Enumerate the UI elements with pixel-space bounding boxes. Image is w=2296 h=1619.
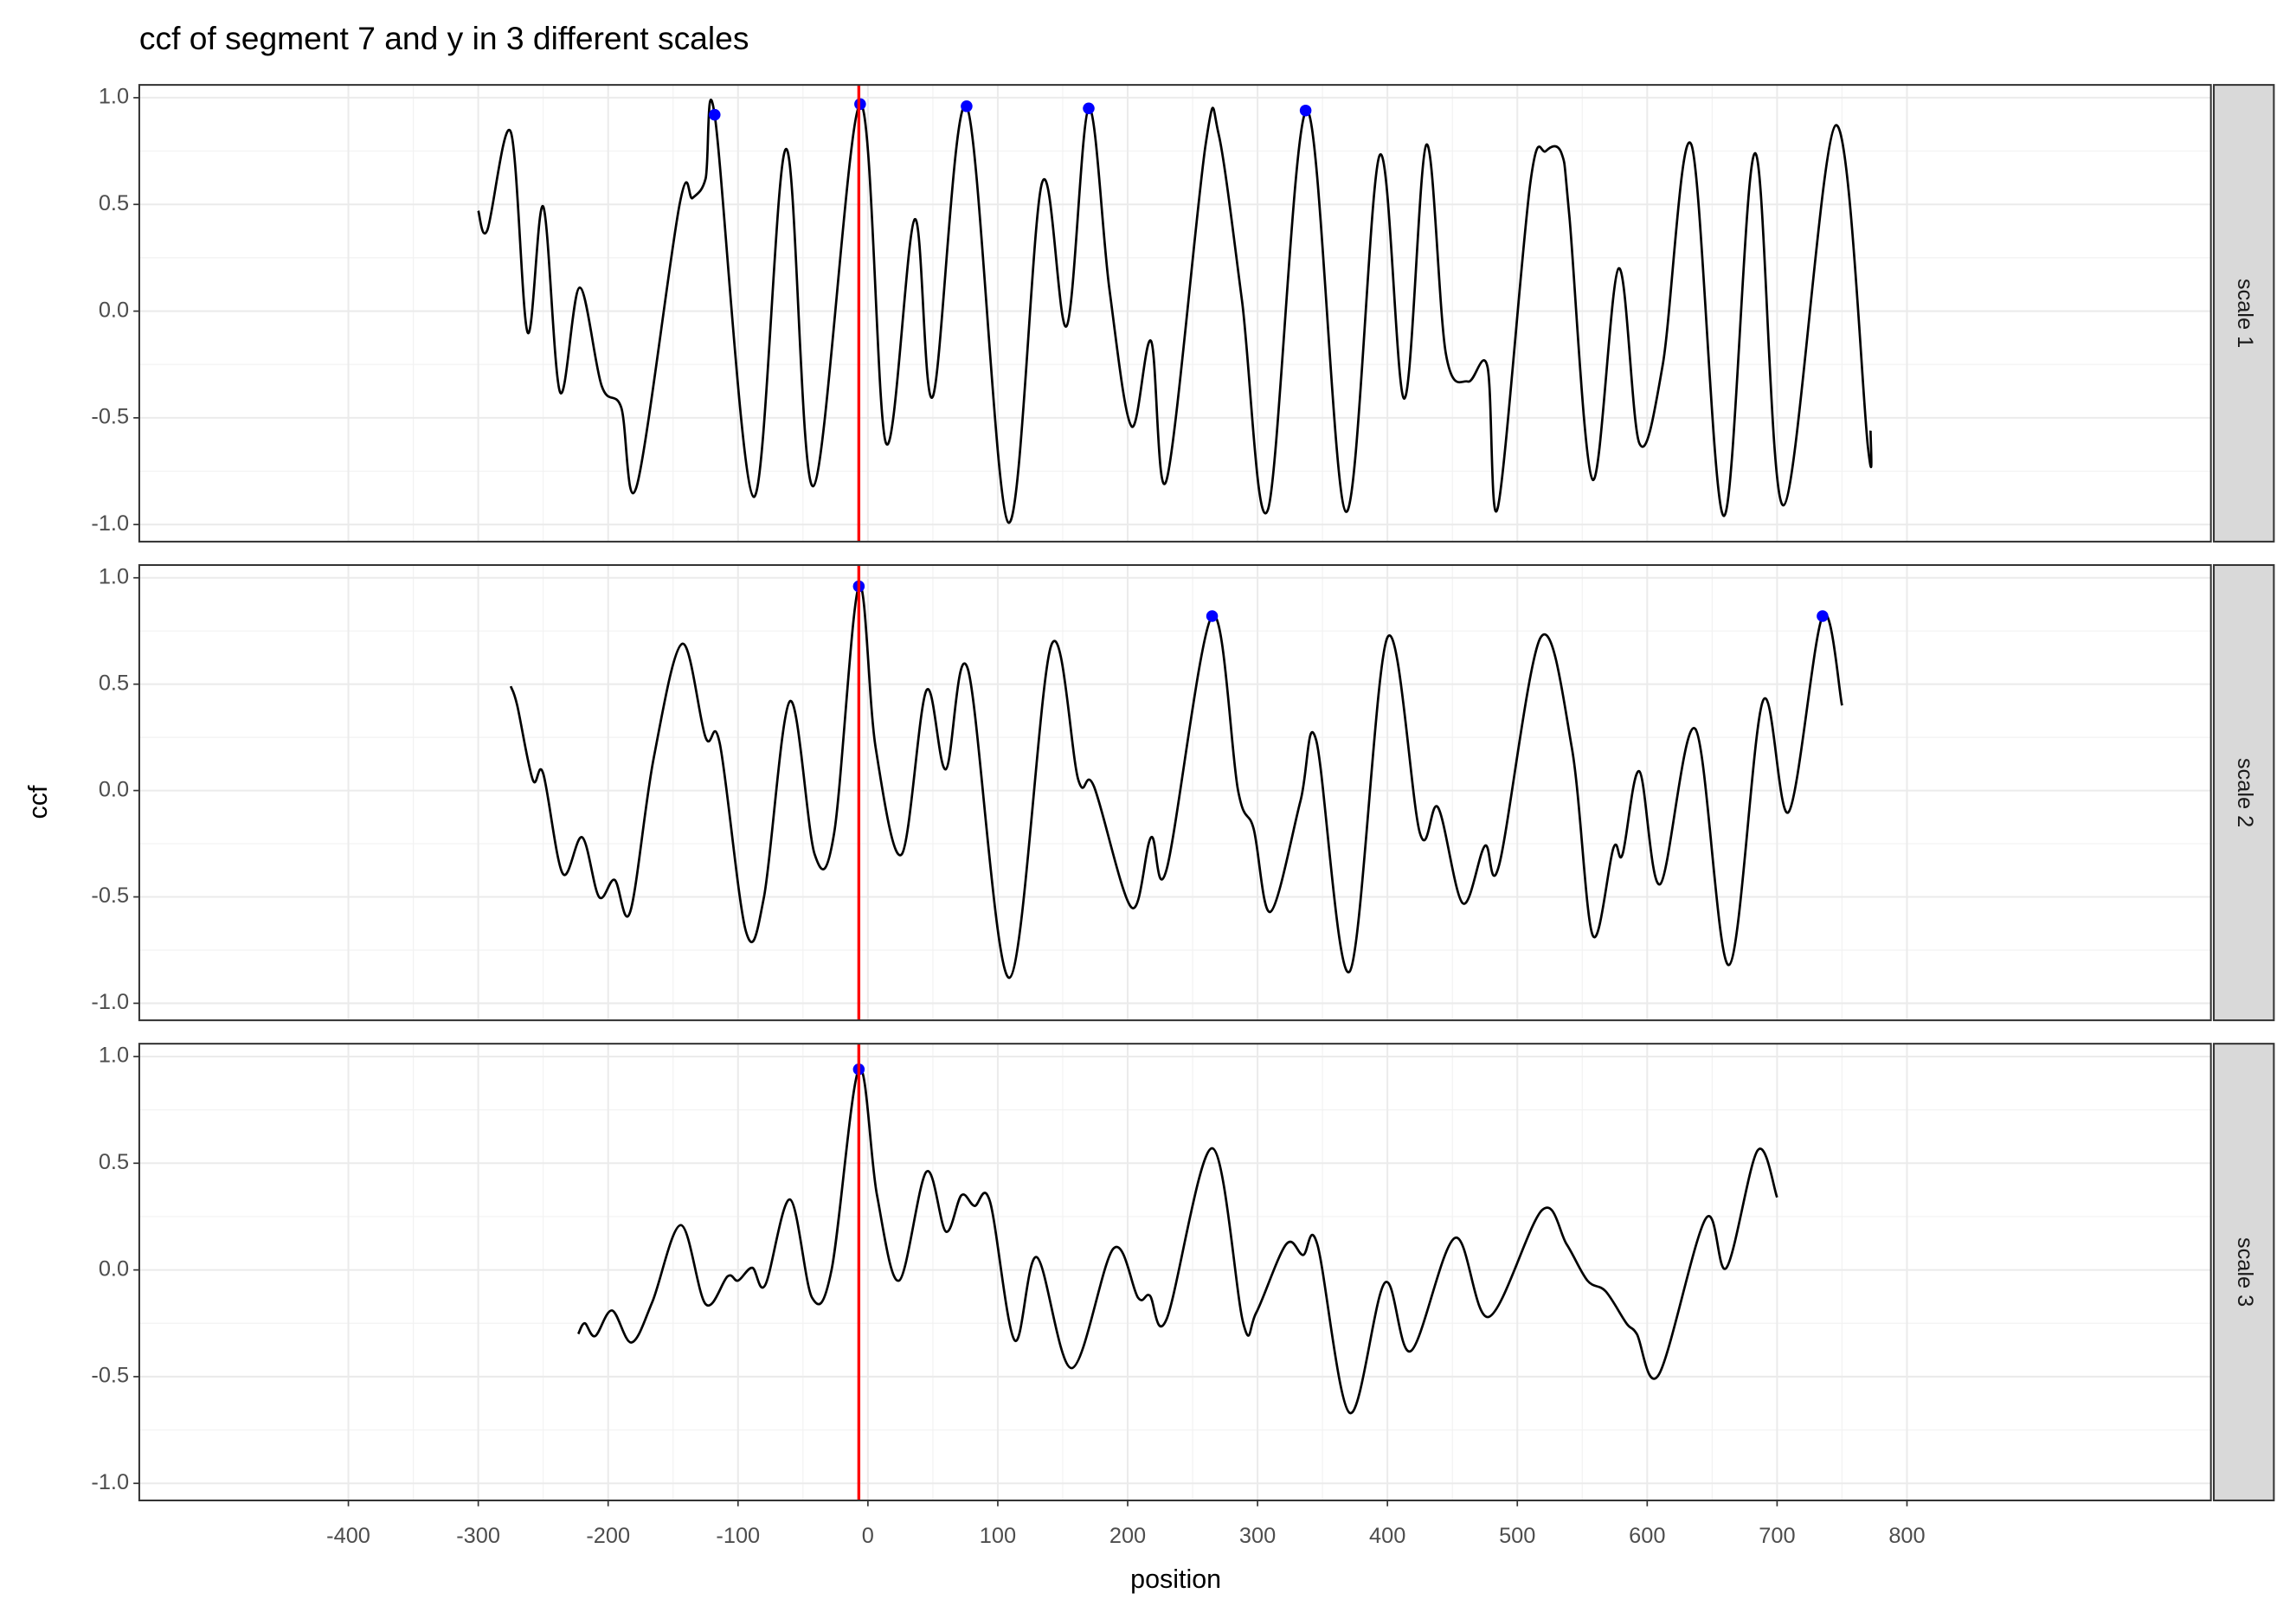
x-tick-label: -200 (586, 1524, 630, 1548)
facet-label: scale 1 (2233, 279, 2257, 348)
facet-strip (2213, 84, 2275, 543)
y-tick-label: -1.0 (91, 1470, 129, 1494)
panel-background (138, 85, 2211, 542)
facet-strip (2213, 563, 2275, 1022)
y-tick-label: -0.5 (91, 405, 129, 429)
peak-point (1083, 102, 1095, 115)
facet-label: scale 3 (2233, 1237, 2257, 1307)
x-tick-label: 500 (1499, 1524, 1535, 1548)
y-tick-label: -0.5 (91, 883, 129, 908)
x-tick-label: 400 (1369, 1524, 1405, 1548)
panel-border (138, 1043, 2212, 1501)
panel-border (138, 84, 2212, 543)
y-tick-label: 0.5 (99, 671, 129, 695)
y-tick-label: 0.5 (99, 191, 129, 215)
peak-point (1817, 610, 1829, 622)
y-tick-label: 0.0 (99, 298, 129, 322)
y-tick-label: 0.0 (99, 1256, 129, 1281)
peak-point (709, 108, 721, 121)
y-tick-label: 0.0 (99, 777, 129, 801)
x-tick-label: -100 (716, 1524, 760, 1548)
panel-background (138, 1044, 2211, 1500)
x-tick-label: 200 (1109, 1524, 1146, 1548)
x-tick-label: 800 (1888, 1524, 1925, 1548)
panel-background (138, 564, 2211, 1021)
peak-point (961, 100, 973, 112)
y-tick-label: -1.0 (91, 511, 129, 536)
y-tick-label: 1.0 (99, 1044, 129, 1068)
x-axis-label: position (1130, 1564, 1221, 1594)
y-tick-label: 1.0 (99, 85, 129, 109)
x-tick-label: 600 (1629, 1524, 1665, 1548)
x-tick-label: 0 (862, 1524, 874, 1548)
ccf-line (477, 98, 1873, 524)
x-tick-label: -300 (456, 1524, 500, 1548)
peak-point (1299, 104, 1312, 117)
x-tick-label: 700 (1759, 1524, 1795, 1548)
y-tick-label: 0.5 (99, 1150, 129, 1174)
panel-border (138, 563, 2212, 1022)
x-tick-label: -400 (326, 1524, 370, 1548)
y-tick-label: -1.0 (91, 990, 129, 1014)
peak-point (1206, 610, 1219, 622)
facet-label: scale 2 (2233, 758, 2257, 827)
ccf-line (509, 584, 1843, 980)
facet-strip (2213, 1043, 2275, 1501)
x-tick-label: 100 (980, 1524, 1016, 1548)
ccf-line (576, 1067, 1778, 1415)
x-tick-label: 300 (1239, 1524, 1276, 1548)
chart-title: ccf of segment 7 and y in 3 different sc… (139, 20, 749, 56)
y-axis-label: ccf (23, 785, 53, 819)
y-tick-label: 1.0 (99, 564, 129, 588)
y-tick-label: -0.5 (91, 1364, 129, 1388)
